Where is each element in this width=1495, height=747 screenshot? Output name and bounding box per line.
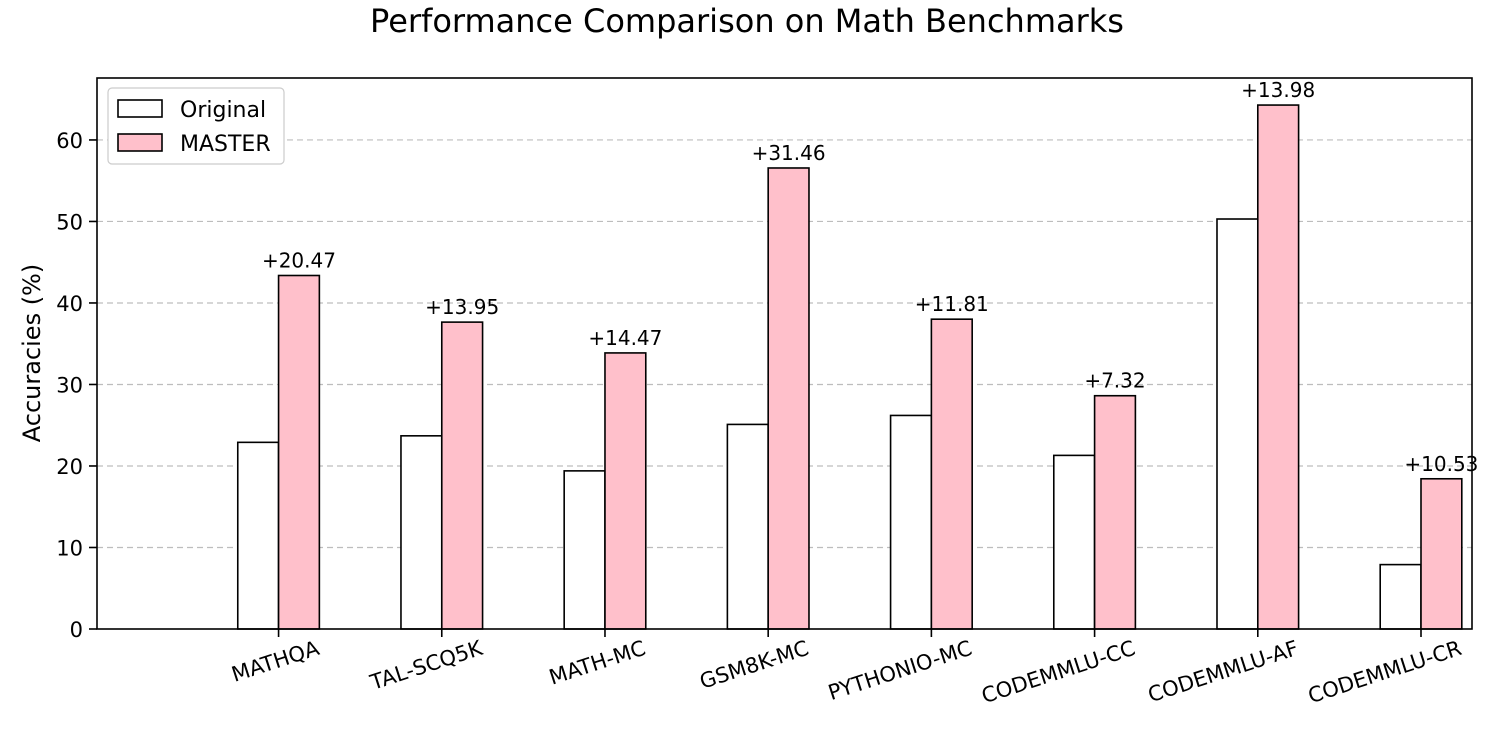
bar-master-mathqa (277, 274, 321, 630)
x-axis: MATHQA TAL-SCQ5K MATH-MC GSM8K-MC PYTHONIO-M… (229, 629, 1464, 708)
y-tick-label: 50 (56, 210, 83, 234)
y-tick-label: 30 (56, 373, 83, 397)
y-tick-label: 0 (70, 618, 83, 642)
bar-master-pythonio-mc (930, 318, 973, 630)
x-tick-label: CODEMMLU-CC (979, 636, 1138, 708)
x-tick-label: MATHQA (229, 636, 323, 687)
bar-original-codemmlu-cc (1052, 454, 1096, 630)
y-axis-label: Accuracies (%) (18, 264, 46, 442)
bar-master-tal-scq5k (440, 321, 484, 630)
plot-frame (96, 77, 1473, 630)
bar-annotation: +7.32 (1084, 369, 1145, 393)
x-tick-label: CODEMMLU-AF (1145, 636, 1301, 707)
x-tick-label: PYTHONIO-MC (825, 636, 975, 705)
bar-annotation: +10.53 (1404, 452, 1478, 476)
y-tick-label: 40 (56, 292, 83, 316)
y-tick-label: 60 (56, 129, 83, 153)
legend-label-master: MASTER (180, 132, 271, 157)
chart-title: Performance Comparison on Math Benchmark… (370, 2, 1124, 40)
bar-original-math-mc (563, 470, 606, 630)
y-tick-label: 20 (56, 455, 83, 479)
bar-annotation: +11.81 (915, 292, 989, 316)
y-tick-label: 10 (56, 536, 83, 560)
bar-master-gsm8k-mc (767, 167, 810, 630)
bar-original-pythonio-mc (889, 414, 933, 630)
bar-annotation: +20.47 (262, 248, 336, 272)
bar-annotation: +31.46 (752, 141, 826, 165)
bar-annotation: +13.95 (425, 295, 499, 319)
bar-annotation: +13.98 (1241, 78, 1315, 102)
y-axis: 0 10 20 30 40 50 60 (56, 129, 97, 642)
bar-master-codemmlu-af (1256, 104, 1300, 630)
x-tick-label: CODEMMLU-CR (1305, 636, 1464, 708)
bar-master-codemmlu-cr (1420, 477, 1463, 630)
legend: Original MASTER (107, 87, 285, 165)
bar-annotations: +20.47 +13.95 +14.47 +31.46 +11.81 +7.32 +13.9… (262, 78, 1478, 476)
x-tick-label: GSM8K-MC (697, 636, 812, 694)
legend-swatch-original (117, 99, 163, 118)
bar-master-math-mc (604, 352, 647, 630)
legend-swatch-master (117, 133, 163, 152)
bar-original-gsm8k-mc (726, 423, 769, 630)
bar-master-codemmlu-cc (1093, 394, 1137, 630)
x-tick-label: MATH-MC (546, 636, 648, 690)
bars (236, 104, 1463, 630)
bar-annotation: +14.47 (588, 326, 662, 350)
x-tick-label: TAL-SCQ5K (366, 636, 486, 695)
bar-original-mathqa (236, 441, 280, 630)
legend-label-original: Original (180, 98, 266, 123)
bar-original-tal-scq5k (400, 435, 443, 630)
bar-original-codemmlu-cr (1379, 563, 1422, 630)
bar-original-codemmlu-af (1216, 218, 1259, 630)
